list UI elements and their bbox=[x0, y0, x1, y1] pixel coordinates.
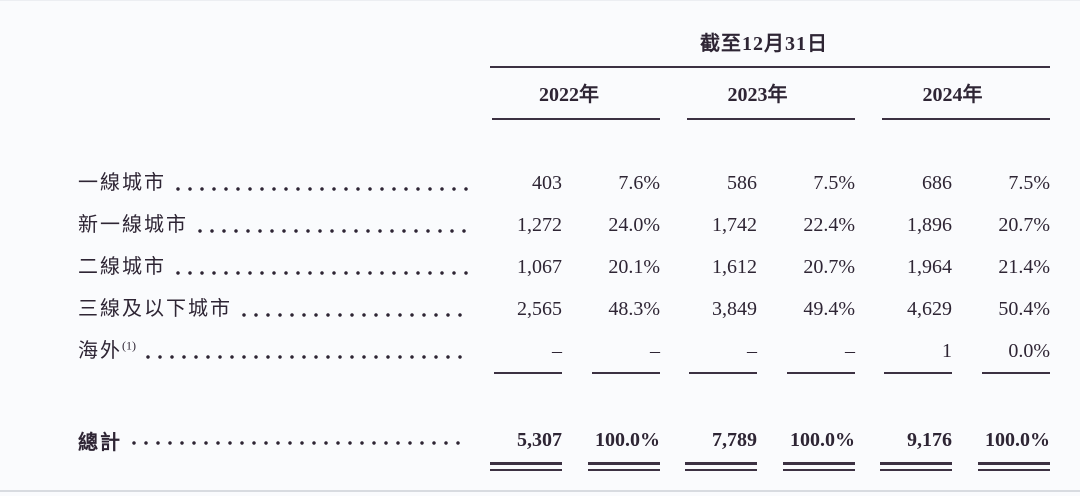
dot-leader bbox=[238, 288, 468, 330]
cell-value: 21.4% bbox=[998, 256, 1050, 278]
row-label: 一線城市 bbox=[78, 172, 166, 194]
column-underline bbox=[660, 372, 757, 382]
table-row-label: 一線城市 bbox=[78, 162, 478, 204]
column-underline bbox=[757, 372, 855, 382]
cell-value: 22.4% bbox=[803, 214, 855, 236]
year-header-2024: 2024年 bbox=[855, 70, 1050, 120]
row-label: 三線及以下城市 bbox=[78, 298, 232, 320]
total-row: 總計 5,307 100.0% 7,789 100.0% 9,176 100.0… bbox=[78, 422, 1050, 471]
column-underline bbox=[952, 372, 1050, 382]
table-row-label: 海外(1) bbox=[78, 330, 478, 372]
cell-value: – bbox=[650, 340, 660, 362]
data-table: 一線城市 403 7.6% 586 7.5% 686 7.5% 新一線城市 1,… bbox=[78, 162, 1050, 382]
cell-value: 7.5% bbox=[813, 172, 855, 194]
row-label: 總計 bbox=[78, 432, 122, 454]
cell-value: 1,612 bbox=[712, 256, 757, 278]
row-label: 二線城市 bbox=[78, 256, 166, 278]
cell-value: 1 bbox=[942, 340, 952, 362]
cell-value: 1,272 bbox=[517, 214, 562, 236]
period-header: 截至12月31日 bbox=[700, 33, 828, 55]
column-underline bbox=[855, 372, 952, 382]
dot-leader bbox=[142, 330, 468, 372]
total-row-label: 總計 bbox=[78, 422, 478, 458]
total-double-underline bbox=[855, 458, 952, 471]
total-value: 9,176 bbox=[907, 429, 952, 451]
cell-value: 0.0% bbox=[1008, 340, 1050, 362]
column-underline bbox=[478, 372, 562, 382]
year-header-spacer bbox=[78, 70, 478, 120]
total-value: 7,789 bbox=[712, 429, 757, 451]
total-value: 100.0% bbox=[985, 429, 1050, 451]
year-label: 2023年 bbox=[727, 84, 788, 106]
cell-value: 1,896 bbox=[907, 214, 952, 236]
cell-value: 50.4% bbox=[998, 298, 1050, 320]
column-underline bbox=[562, 372, 660, 382]
cell-value: 49.4% bbox=[803, 298, 855, 320]
total-value: 100.0% bbox=[790, 429, 855, 451]
year-underline bbox=[492, 118, 660, 120]
cell-value: 20.7% bbox=[803, 256, 855, 278]
cell-value: 7.5% bbox=[1008, 172, 1050, 194]
dot-leader bbox=[128, 422, 468, 458]
cell-value: 403 bbox=[532, 172, 562, 194]
year-label: 2024年 bbox=[922, 84, 983, 106]
year-underline bbox=[882, 118, 1050, 120]
table-row-label: 三線及以下城市 bbox=[78, 288, 478, 330]
dot-leader bbox=[172, 162, 468, 204]
cell-value: 1,067 bbox=[517, 256, 562, 278]
year-header-row: 2022年 2023年 2024年 bbox=[78, 70, 1050, 120]
cell-value: 24.0% bbox=[608, 214, 660, 236]
cell-value: – bbox=[552, 340, 562, 362]
cell-value: – bbox=[845, 340, 855, 362]
cell-value: 20.7% bbox=[998, 214, 1050, 236]
cell-value: 586 bbox=[727, 172, 757, 194]
total-value: 5,307 bbox=[517, 429, 562, 451]
year-header-2023: 2023年 bbox=[660, 70, 855, 120]
year-header-2022: 2022年 bbox=[478, 70, 660, 120]
dot-leader bbox=[194, 204, 468, 246]
year-label: 2022年 bbox=[539, 84, 599, 106]
cell-value: 1,742 bbox=[712, 214, 757, 236]
total-double-underline bbox=[952, 458, 1050, 471]
year-underline bbox=[687, 118, 855, 120]
period-header-rule bbox=[490, 66, 1050, 68]
total-double-underline bbox=[562, 458, 660, 471]
total-double-underline bbox=[660, 458, 757, 471]
cell-value: 7.6% bbox=[618, 172, 660, 194]
cell-value: 686 bbox=[922, 172, 952, 194]
cell-value: 1,964 bbox=[907, 256, 952, 278]
cell-value: 4,629 bbox=[907, 298, 952, 320]
cell-value: 2,565 bbox=[517, 298, 562, 320]
cell-value: 3,849 bbox=[712, 298, 757, 320]
row-label: 新一線城市 bbox=[78, 214, 188, 236]
footnote-marker: (1) bbox=[122, 338, 136, 353]
total-double-underline bbox=[757, 458, 855, 471]
dot-leader bbox=[172, 246, 468, 288]
row-label: 海外(1) bbox=[78, 338, 136, 362]
table-row-label: 二線城市 bbox=[78, 246, 478, 288]
total-value: 100.0% bbox=[595, 429, 660, 451]
table-row-label: 新一線城市 bbox=[78, 204, 478, 246]
cell-value: – bbox=[747, 340, 757, 362]
subrule-spacer bbox=[78, 372, 478, 382]
cell-value: 48.3% bbox=[608, 298, 660, 320]
total-double-underline bbox=[478, 458, 562, 471]
dblrule-spacer bbox=[78, 458, 478, 471]
cell-value: 20.1% bbox=[608, 256, 660, 278]
